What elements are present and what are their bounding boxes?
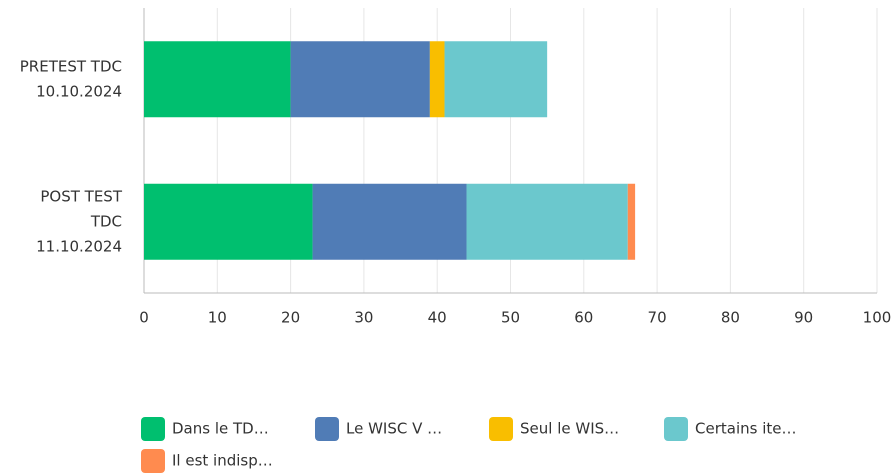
legend-swatch: [141, 449, 165, 473]
y-tick-label: TDC: [90, 212, 122, 230]
x-tick-label: 50: [501, 309, 520, 327]
bar-segment: [444, 41, 548, 118]
bar-segment: [290, 41, 430, 118]
y-tick-label: POST TEST: [40, 187, 122, 205]
x-tick-label: 0: [139, 309, 149, 327]
legend-swatch: [141, 417, 165, 441]
bar-segment: [429, 41, 445, 118]
legend-label: Certains ite…: [695, 420, 796, 438]
y-tick-label: 11.10.2024: [36, 237, 122, 255]
x-tick-label: 40: [428, 309, 447, 327]
y-tick-label: 10.10.2024: [36, 82, 122, 100]
x-tick-label: 60: [574, 309, 593, 327]
legend-swatch: [664, 417, 688, 441]
x-tick-label: 20: [281, 309, 300, 327]
x-tick-label: 70: [648, 309, 667, 327]
x-tick-label: 30: [354, 309, 373, 327]
bar-segment: [312, 183, 467, 260]
bar-segment: [144, 183, 313, 260]
x-tick-label: 100: [863, 309, 892, 327]
bar-segment: [627, 183, 636, 260]
legend-label: Dans le TD…: [172, 420, 269, 438]
bar-segment: [466, 183, 628, 260]
legend-label: Seul le WIS…: [520, 420, 619, 438]
legend-swatch: [489, 417, 513, 441]
x-tick-label: 10: [208, 309, 227, 327]
x-tick-label: 90: [794, 309, 813, 327]
legend-label: Il est indisp…: [172, 452, 273, 470]
legend-swatch: [315, 417, 339, 441]
y-tick-label: PRETEST TDC: [20, 57, 122, 75]
x-tick-label: 80: [721, 309, 740, 327]
bar-segment: [144, 41, 291, 118]
legend-label: Le WISC V …: [346, 420, 442, 438]
